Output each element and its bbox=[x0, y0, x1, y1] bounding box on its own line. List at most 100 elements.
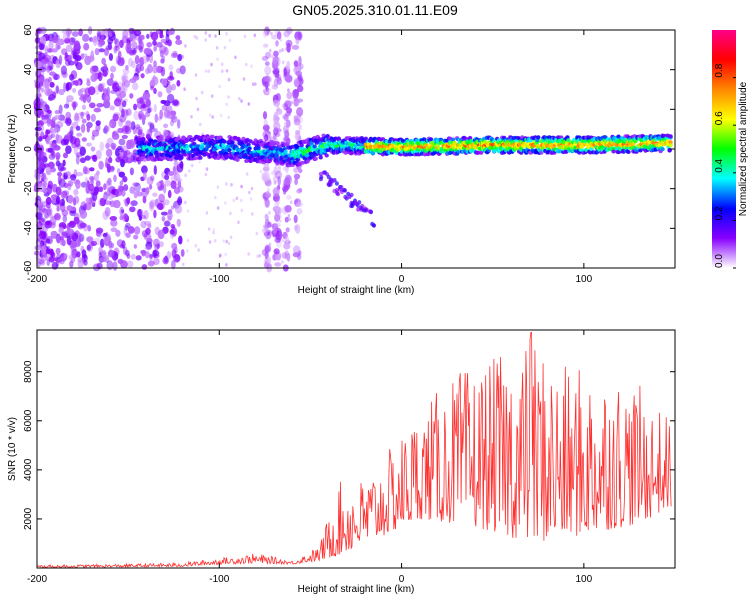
spectrogram-cell bbox=[104, 47, 109, 56]
spectrogram-cell bbox=[55, 234, 62, 244]
spectrogram-cell bbox=[90, 36, 99, 43]
spectrogram-cell bbox=[270, 31, 273, 36]
spectrogram-cell bbox=[267, 187, 270, 192]
spectrogram-cell bbox=[143, 210, 149, 220]
spectrogram-cell bbox=[35, 100, 41, 108]
spectrogram-cell bbox=[329, 178, 334, 183]
spectrogram-cell bbox=[277, 214, 282, 219]
spectrogram-cell bbox=[129, 167, 134, 176]
spectrogram-cell bbox=[185, 147, 190, 152]
spectrogram-cell bbox=[75, 155, 80, 165]
spectrogram-cell bbox=[171, 83, 176, 91]
spectrogram-cell bbox=[114, 45, 120, 52]
spectrogram-cell bbox=[40, 254, 48, 262]
spectrogram-cell bbox=[37, 83, 41, 93]
spectrogram-cell bbox=[204, 69, 208, 73]
spectrogram-cell bbox=[92, 192, 98, 202]
spectrogram-cell bbox=[235, 196, 239, 201]
spectrogram-cell bbox=[298, 55, 302, 66]
spectrogram-cell bbox=[218, 84, 221, 89]
spectrogram-cell bbox=[71, 101, 78, 108]
spectrogram-cell bbox=[227, 95, 230, 99]
spectrogram-cell bbox=[299, 143, 304, 148]
spectrogram-cell bbox=[167, 170, 174, 177]
spectrogram-cell bbox=[83, 42, 90, 51]
spectrogram-cell bbox=[156, 41, 163, 48]
spectrogram-cell bbox=[240, 99, 243, 103]
spectrogram-cell bbox=[276, 67, 280, 72]
spectrogram-cell bbox=[162, 184, 167, 194]
spectrogram-cell bbox=[90, 146, 96, 152]
spectrogram-cell bbox=[163, 46, 169, 56]
spectrogram-cell bbox=[116, 168, 121, 174]
spectrogram-cell bbox=[184, 173, 187, 178]
spectrogram-cell bbox=[198, 155, 203, 160]
spectrogram-cell bbox=[208, 240, 212, 244]
spectrogram-cell bbox=[50, 230, 58, 238]
spectrogram-cell bbox=[262, 136, 268, 143]
spectrogram-cell bbox=[194, 243, 198, 248]
colorbar-tick-label: 0.4 bbox=[714, 158, 725, 172]
spectrogram-cell bbox=[68, 37, 76, 46]
spectrogram-cell bbox=[253, 33, 257, 38]
spectrogram-cell bbox=[225, 102, 228, 107]
spectrogram-cell bbox=[275, 230, 283, 241]
spectrogram-cell bbox=[153, 257, 160, 266]
spectrogram-cell bbox=[190, 163, 194, 168]
spectrogram-cell bbox=[130, 200, 138, 207]
spectrogram-cell bbox=[50, 142, 55, 149]
spectrogram-cell bbox=[132, 82, 139, 91]
spectrogram-cell bbox=[170, 115, 178, 123]
spectrogram-cell bbox=[93, 172, 99, 182]
spectrogram-cell bbox=[173, 170, 177, 176]
spectrogram-cell bbox=[121, 125, 129, 135]
spectrogram-cell bbox=[138, 113, 143, 121]
spectrogram-cell bbox=[113, 174, 117, 183]
spectrogram-cell bbox=[179, 65, 186, 75]
spectrogram-cell bbox=[60, 65, 67, 75]
spectrogram-cell bbox=[492, 149, 497, 154]
spectrogram-cell bbox=[194, 73, 198, 77]
spectrogram-cell bbox=[125, 42, 131, 53]
spectrogram-cell bbox=[64, 171, 72, 176]
spectrogram-cell bbox=[274, 222, 281, 228]
spectrogram-cell bbox=[79, 157, 86, 164]
spectrogram-cell bbox=[321, 170, 326, 175]
spectrogram-cell bbox=[109, 105, 115, 111]
spectrogram-cell bbox=[165, 33, 170, 44]
spectrogram-cell bbox=[159, 29, 164, 39]
spectrogram-cell bbox=[65, 117, 72, 127]
spectrogram-cell bbox=[72, 197, 77, 206]
spectrogram-cell bbox=[336, 191, 340, 197]
spectrogram-cell bbox=[52, 36, 59, 44]
spectrogram-panel: -200 -100 0 100 60 40 20 0 -20 -40 -60 Height of … bbox=[7, 24, 676, 296]
spectrogram-cell bbox=[225, 263, 228, 267]
spectrogram-cell bbox=[293, 77, 300, 88]
spectrogram-cell bbox=[111, 132, 120, 140]
spectrogram-cell bbox=[44, 82, 50, 89]
spectrogram-cell bbox=[148, 184, 153, 190]
spectrogram-cell bbox=[286, 91, 293, 100]
spectrogram-cell bbox=[298, 187, 303, 193]
spectrogram-cell bbox=[45, 220, 51, 226]
spectrogram-cell bbox=[275, 206, 282, 216]
x-tick-label: 0 bbox=[399, 574, 405, 585]
spectrogram-cell bbox=[159, 49, 164, 58]
spectrogram-cell bbox=[264, 171, 271, 182]
spectrogram-cell bbox=[176, 68, 182, 74]
spectrogram-cell bbox=[279, 219, 282, 223]
spectrogram-cell bbox=[115, 156, 122, 163]
spectrogram-cell bbox=[290, 100, 294, 105]
spectrogram-cell bbox=[98, 198, 105, 207]
spectrogram-cell bbox=[141, 264, 148, 270]
spectrogram-cell bbox=[268, 211, 271, 215]
spectrogram-cell bbox=[146, 42, 153, 48]
spectrogram-cell bbox=[105, 235, 111, 243]
spectrogram-cell bbox=[213, 239, 217, 243]
spectrogram-cell bbox=[58, 104, 63, 115]
spectrogram-cell bbox=[262, 166, 270, 172]
spectrogram-cell bbox=[204, 172, 208, 177]
spectrogram-cell bbox=[626, 150, 631, 154]
spectrogram-cell bbox=[269, 135, 273, 140]
spectrogram-cell bbox=[127, 226, 135, 234]
